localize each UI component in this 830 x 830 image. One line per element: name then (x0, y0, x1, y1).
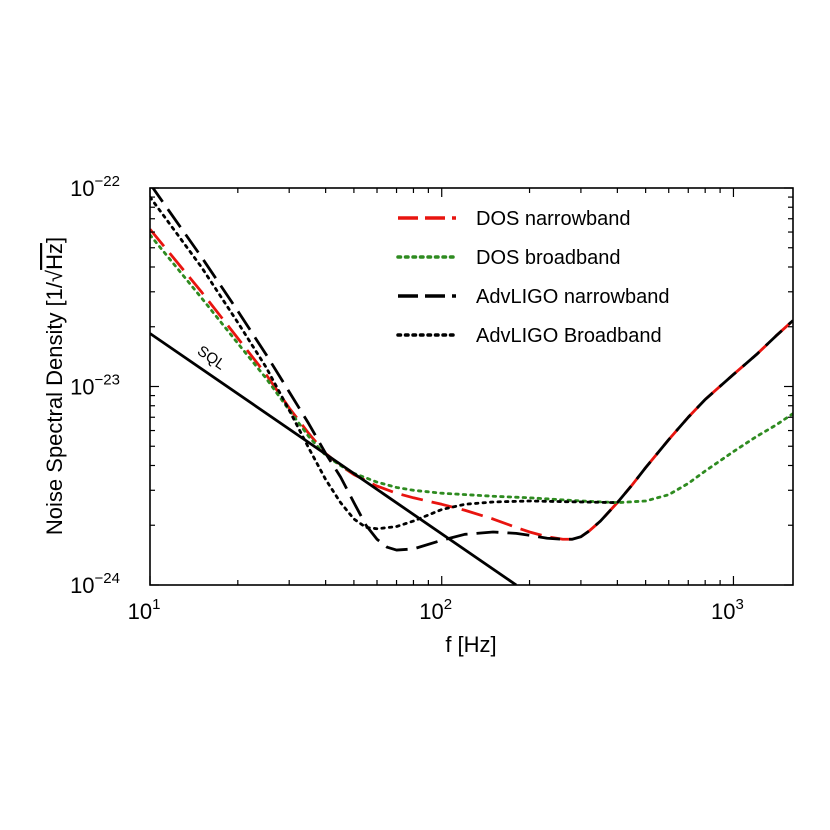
legend: DOS narrowband DOS broadband AdvLIGO narro… (396, 208, 669, 347)
tick-labels: 101 102 103 10−24 10−23 10−22 (70, 173, 744, 624)
legend-entry-advligo-broadband: AdvLIGO Broadband (396, 325, 662, 347)
legend-entry-dos-narrowband: DOS narrowband (398, 208, 631, 230)
legend-entry-dos-broadband: DOS broadband (396, 247, 621, 269)
series-line-advligo-broadband (150, 195, 619, 531)
y-axis-label: Noise Spectral Density [1/√Hz] (42, 237, 67, 535)
ticks-layer (149, 187, 793, 586)
plot-frame (149, 187, 794, 586)
x-tick-label: 101 (128, 596, 161, 624)
legend-label: AdvLIGO Broadband (476, 325, 662, 347)
sqrt-symbol: √ (42, 269, 67, 282)
series-line-advligo-narrowband (151, 188, 793, 552)
y-tick-label: 10−24 (70, 570, 120, 598)
y-axis-label-prefix: Noise Spectral Density [1/ (42, 281, 67, 535)
series-line-dos-narrowband (150, 228, 793, 541)
legend-label: DOS narrowband (476, 208, 631, 230)
y-tick-label: 10−22 (70, 173, 120, 201)
x-tick-label: 103 (711, 596, 744, 624)
svg-text:Noise Spectral Density [1/√Hz]: Noise Spectral Density [1/√Hz] (42, 237, 67, 535)
y-tick-label: 10−23 (70, 372, 120, 400)
y-axis-label-sqrt: Hz (42, 243, 67, 270)
x-axis-label: f [Hz] (445, 632, 496, 657)
series-layer (150, 188, 793, 585)
series-line-dos-broadband (150, 233, 793, 505)
legend-entry-advligo-narrowband: AdvLIGO narrowband (398, 286, 669, 308)
x-tick-label: 102 (419, 596, 452, 624)
legend-label: DOS broadband (476, 247, 621, 269)
legend-label: AdvLIGO narrowband (476, 286, 669, 308)
series-line-sql (150, 332, 517, 585)
y-axis-label-suffix: ] (42, 237, 67, 243)
